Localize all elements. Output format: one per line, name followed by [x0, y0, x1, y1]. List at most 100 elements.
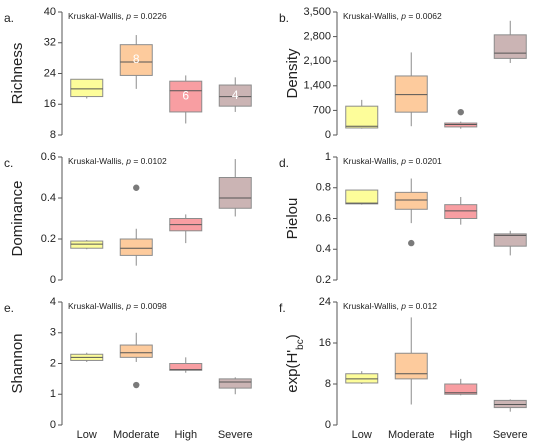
- y-tick-label: 16: [319, 337, 331, 349]
- box-body: [394, 75, 428, 113]
- y-axis-title: Dominance: [9, 181, 26, 257]
- panel-label: a.: [4, 11, 14, 25]
- y-tick-label: 0: [325, 129, 331, 141]
- panel-label: f.: [279, 301, 286, 315]
- y-tick-label: 0.2: [316, 274, 331, 286]
- y-tick-label: 2,100: [303, 55, 331, 67]
- x-tick-label: Moderate: [113, 429, 159, 441]
- box-body: [218, 378, 252, 389]
- box-severe: [493, 230, 527, 256]
- panel-d: d. Pielou 0.2 0.4 0.6 0.8 1 Kruskal-Wallis, p =…: [279, 151, 527, 286]
- box-moderate: [394, 52, 428, 127]
- box-high: [169, 357, 203, 373]
- panel-label: d.: [279, 156, 289, 170]
- y-axis-title: exp(H'bc): [284, 334, 306, 392]
- panel-label: c.: [4, 156, 13, 170]
- y-tick-label: 24: [44, 67, 56, 79]
- box-body: [493, 233, 527, 247]
- outlier-point: [408, 239, 415, 247]
- box-moderate: [394, 178, 428, 247]
- box-body: [119, 344, 153, 358]
- y-tick-label: 24: [319, 296, 331, 308]
- y-tick-label: 0: [325, 419, 331, 431]
- box-high: [444, 378, 478, 396]
- box-body: [119, 238, 153, 256]
- y-tick-label: 0: [50, 274, 56, 286]
- y-tick-label: 8: [50, 129, 56, 141]
- panel-e: e. Shannon 0 1 2 3 4 Kruskal-Wallis, p = 0.0098…: [4, 296, 253, 441]
- y-axis-title: Density: [284, 48, 301, 99]
- kruskal-wallis-annotation: Kruskal-Wallis, p = 0.0062: [343, 11, 442, 21]
- y-tick-label: 3: [50, 327, 56, 339]
- y-tick-label: 1,400: [303, 80, 331, 92]
- box-severe: [218, 159, 252, 217]
- box-severe: 4: [218, 77, 252, 112]
- y-tick-label: 16: [44, 98, 56, 110]
- outlier-point: [457, 108, 464, 116]
- box-label: 8: [133, 52, 140, 66]
- box-body: [70, 240, 104, 249]
- y-tick-label: 0.2: [41, 233, 56, 245]
- box-high: [444, 108, 478, 129]
- y-tick-label: 0.6: [41, 151, 56, 163]
- kruskal-wallis-annotation: Kruskal-Wallis, p = 0.0102: [68, 156, 167, 166]
- y-tick-label: 0.4: [41, 192, 56, 204]
- x-tick-label: Low: [77, 429, 97, 441]
- box-label: 6: [182, 89, 189, 103]
- box-moderate: [119, 332, 153, 389]
- box-severe: [493, 20, 527, 63]
- box-low: [70, 352, 104, 362]
- kruskal-wallis-annotation: Kruskal-Wallis, p = 0.0226: [68, 11, 167, 21]
- box-moderate: 8: [119, 35, 153, 89]
- x-tick-label: High: [174, 429, 197, 441]
- box-body: [119, 44, 153, 76]
- box-body: [345, 189, 379, 205]
- y-axis-title: Richness: [9, 43, 26, 105]
- kruskal-wallis-annotation: Kruskal-Wallis, p = 0.0201: [343, 156, 442, 166]
- panel-a: a. Richness 8 16 24 32 40 Kruskal-Wallis, p = 0…: [4, 6, 252, 141]
- y-tick-label: 2,800: [303, 31, 331, 43]
- y-tick-label: 3,500: [303, 6, 331, 18]
- y-tick-label: 0.4: [316, 243, 331, 255]
- box-severe: [493, 399, 527, 412]
- y-tick-label: 1: [50, 388, 56, 400]
- panel-f: f. exp(H'bc) 0 8 16 24 Kruskal-Wallis, p = 0.0…: [279, 296, 528, 441]
- box-body: [394, 352, 428, 380]
- kruskal-wallis-annotation: Kruskal-Wallis, p = 0.0098: [68, 301, 167, 311]
- box-high: [444, 196, 478, 225]
- box-body: [218, 84, 252, 107]
- box-high: 6: [169, 75, 203, 124]
- x-tick-label: Severe: [218, 429, 253, 441]
- outlier-point: [133, 381, 140, 389]
- box-body: [444, 383, 478, 395]
- y-tick-label: 8: [325, 378, 331, 390]
- y-tick-label: 1: [325, 151, 331, 163]
- box-moderate: [394, 317, 428, 405]
- panel-label: b.: [279, 11, 289, 25]
- panel-b: b. Density 0 700 1,400 2,100 2,800 3,500 Kruskal…: [279, 6, 527, 141]
- y-tick-label: 0.6: [316, 212, 331, 224]
- box-body: [169, 80, 203, 113]
- x-tick-label: Moderate: [388, 429, 434, 441]
- box-high: [169, 214, 203, 244]
- box-body: [493, 399, 527, 409]
- y-tick-label: 40: [44, 6, 56, 18]
- outlier-point: [133, 184, 140, 191]
- box-body: [493, 34, 527, 59]
- box-body: [345, 105, 379, 129]
- box-severe: [218, 377, 252, 395]
- panel-label: e.: [4, 301, 14, 315]
- box-body: [444, 122, 478, 128]
- x-tick-label: High: [449, 429, 472, 441]
- panel-c: c. Dominance 0 0.2 0.4 0.6 Kruskal-Wallis, p =…: [4, 151, 252, 286]
- box-body: [444, 204, 478, 220]
- box-body: [345, 373, 379, 384]
- box-label: 4: [232, 88, 239, 102]
- box-body: [169, 363, 203, 371]
- y-tick-label: 4: [50, 296, 56, 308]
- box-body: [394, 191, 428, 210]
- box-low: [345, 189, 379, 205]
- y-tick-label: 2: [50, 357, 56, 369]
- kruskal-wallis-annotation: Kruskal-Wallis, p = 0.012: [343, 301, 437, 311]
